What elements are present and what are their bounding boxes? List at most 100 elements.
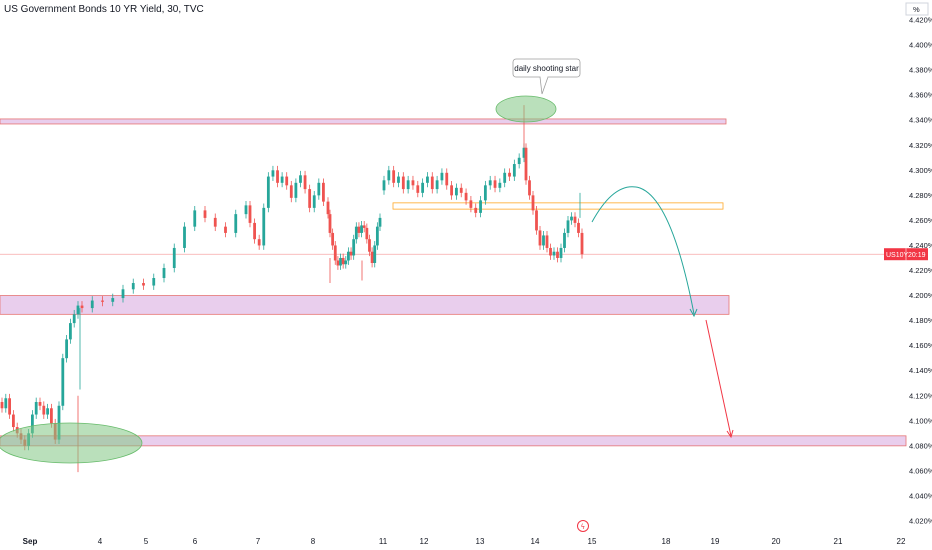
orange-box [392,202,724,210]
candle-body [426,176,429,183]
y-tick-label: 4.380% [909,66,932,75]
candle-body [253,222,256,240]
y-tick-label: 4.160% [909,341,932,350]
x-tick-label: 12 [420,537,429,546]
candle-body [101,300,104,302]
candle-body [566,220,570,233]
y-tick-label: 4.360% [909,91,932,100]
x-tick-label: 13 [476,537,485,546]
candle-body [344,260,348,265]
candle-body [69,323,72,340]
x-tick-label: 20 [772,537,781,546]
candle-body [365,227,369,240]
candle-body [556,251,559,258]
candle-body [459,187,463,193]
x-tick-label: 11 [379,537,388,546]
candle-body [38,402,42,406]
candle-body [294,182,298,198]
y-tick-label: 4.140% [909,366,932,375]
price-tag: US10Y 20:19 [884,248,928,261]
y-tick-label: 4.080% [909,441,932,450]
candle-body [317,182,321,196]
candle-body [257,239,261,246]
zones [0,118,907,447]
candle-body [474,207,478,213]
lower-support-zone [0,435,907,447]
mid-support-zone [0,295,730,315]
candle-body [31,414,34,434]
candle-body [248,205,252,223]
candle-body [373,245,377,263]
candle-body [336,260,340,266]
candle-body [271,170,275,177]
candle-body [172,247,176,268]
candle-body [333,245,337,261]
candle-body [347,251,350,261]
candle-body [303,175,307,190]
x-axis[interactable]: Sep 4 5 6 7 8 11 12 13 14 15 18 19 20 21 22 [23,537,906,546]
candle-body [349,251,353,256]
x-tick-label: 22 [897,537,906,546]
candle-body [483,185,487,201]
candle-body [440,172,444,181]
y-tick-label: 4.300% [909,166,932,175]
candle-body [559,247,563,258]
candle-body [357,226,361,233]
candle-body [498,182,502,188]
ellipse-top [495,95,557,123]
ellipse-bottom [0,422,143,464]
candle-body [416,185,420,193]
y-tick-label: 4.280% [909,191,932,200]
x-tick-label: 18 [662,537,671,546]
projection-arrowhead [689,308,698,318]
candle-body [512,164,516,177]
candle-body [213,217,217,227]
candle-body [262,207,266,246]
scale-label: % [913,5,920,14]
candle-body [299,175,302,183]
candle-body [360,225,363,233]
y-tick-label: 4.100% [909,416,932,425]
candle-body [469,200,473,208]
candle-body [580,232,584,255]
y-tick-label: 4.040% [909,491,932,500]
candle-body [488,180,492,186]
candle-body [289,185,293,198]
candle-body [406,180,410,190]
candle-body [121,289,125,299]
candle-body [528,180,531,196]
down-arrow [705,319,732,437]
candle-body [397,176,400,183]
candle-body [535,210,538,231]
candle-body [308,189,312,208]
candle-body [193,210,197,227]
candle-body [46,408,49,415]
candle-body [450,185,453,196]
candle-body [244,205,248,215]
candle-body [577,222,580,233]
candle-body [517,157,521,165]
candle-body [50,408,53,424]
candle-body [411,180,415,186]
candle-body [276,170,279,183]
candle-body [183,226,186,248]
y-tick-label: 4.120% [909,391,932,400]
candle-body [4,398,8,409]
candle-body [203,210,207,218]
lightning-icon[interactable] [577,520,589,532]
candle-body [8,398,11,415]
candle-body [362,225,366,228]
x-tick-label: 7 [256,537,261,546]
candle-body [266,176,270,208]
y-axis[interactable]: 4.420% 4.400% 4.380% 4.360% 4.340% 4.320% 4.30… [909,16,932,526]
scale-box[interactable] [905,2,929,16]
callout-pointer [539,76,549,95]
candle-body [368,239,371,252]
down-arrowhead [726,429,734,439]
candle-body [522,147,526,158]
x-tick-label: 5 [144,537,149,546]
candle-body [224,226,227,233]
candle-body [131,283,135,290]
candle-body [80,305,84,309]
